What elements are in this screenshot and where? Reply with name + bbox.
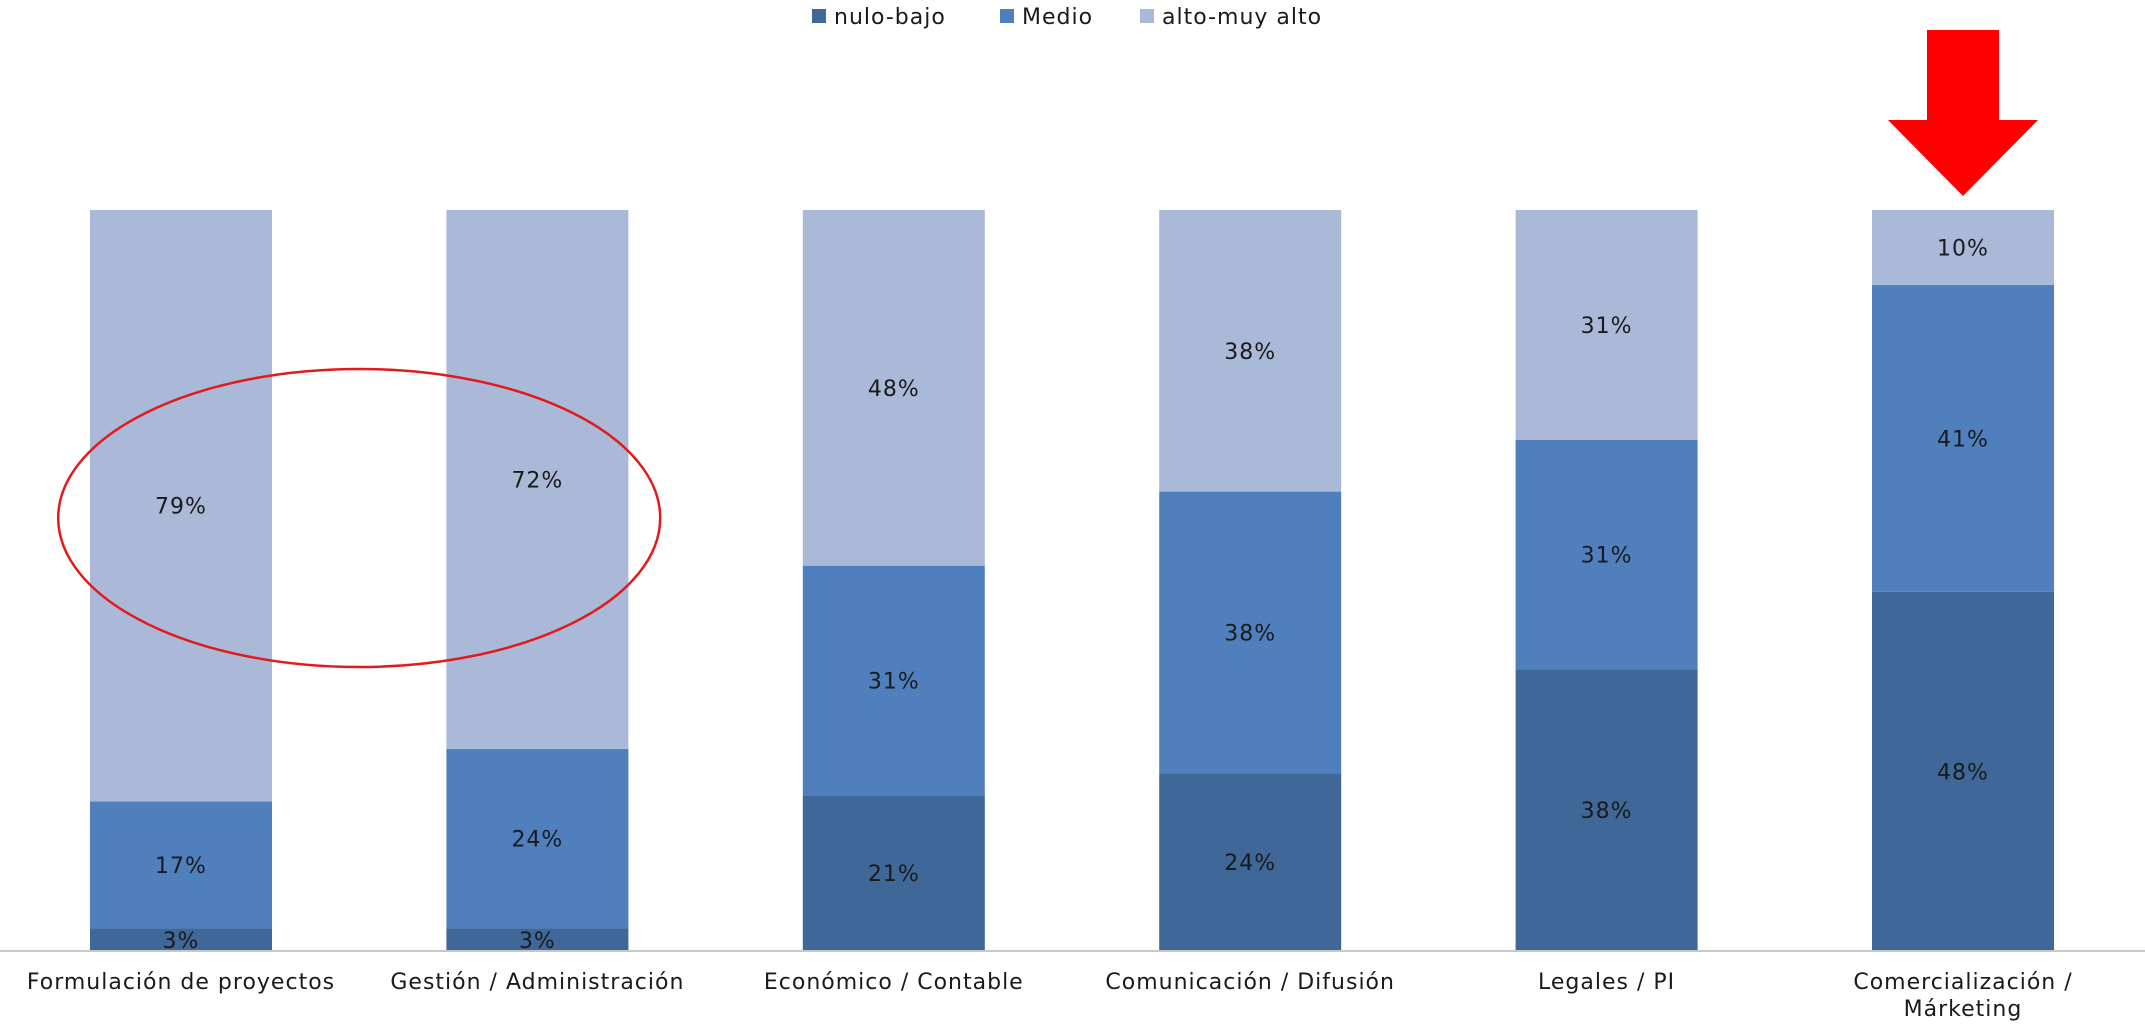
category-labels-layer: Formulación de proyectos Gestión / Admini… <box>27 970 2072 1022</box>
value-label-alto-muy-alto-formulacion-de-proyectos: 79% <box>155 495 207 520</box>
category-label-comercializacion-marketing: Comercialización / Márketing <box>1853 970 2072 1022</box>
bar-medio-comunicacion-difusion <box>1159 491 1342 774</box>
legend-label-medio: Medio <box>1022 5 1093 30</box>
value-label-alto-muy-alto-comercializacion-marketing: 10% <box>1937 236 1989 261</box>
bar-medio-comercializacion-marketing <box>1872 284 2054 592</box>
bar-medio-gestion-administracion <box>446 748 629 929</box>
value-label-medio-economico-contable: 31% <box>868 670 920 695</box>
value-label-medio-formulacion-de-proyectos: 17% <box>155 854 207 879</box>
value-label-nulo-bajo-comunicacion-difusion: 24% <box>1224 851 1276 876</box>
value-label-alto-muy-alto-economico-contable: 48% <box>868 377 920 402</box>
value-label-nulo-bajo-economico-contable: 21% <box>868 862 920 887</box>
legend-swatch-alto-muy-alto <box>1140 9 1154 23</box>
bar-alto-muy-alto-comunicacion-difusion <box>1159 210 1342 492</box>
bar-nulo-bajo-formulacion-de-proyectos <box>90 928 272 951</box>
value-label-alto-muy-alto-legales-pi: 31% <box>1581 314 1633 339</box>
value-label-nulo-bajo-comercializacion-marketing: 48% <box>1937 760 1989 785</box>
chart-legend: nulo-bajo Medio alto-muy alto <box>812 5 1322 30</box>
category-label-formulacion-de-proyectos: Formulación de proyectos <box>27 970 335 995</box>
bar-alto-muy-alto-legales-pi <box>1515 210 1698 440</box>
legend-swatch-medio <box>1000 9 1014 23</box>
bar-alto-muy-alto-gestion-administracion <box>446 210 629 749</box>
category-label-legales-pi: Legales / PI <box>1538 970 1675 995</box>
bar-medio-legales-pi <box>1515 439 1698 670</box>
legend-label-alto-muy-alto: alto-muy alto <box>1162 5 1322 30</box>
value-label-medio-comunicacion-difusion: 38% <box>1224 621 1276 646</box>
annotations-layer <box>56 30 2038 669</box>
value-labels-layer: 3% 17% 79% 3% 24% 72% 21% 31% 48% 24% 38% 38% 38% 31%… <box>155 236 1989 954</box>
bar-alto-muy-alto-economico-contable <box>802 210 985 566</box>
bars-layer <box>90 210 2054 951</box>
category-label-comunicacion-difusion: Comunicación / Difusión <box>1105 970 1395 995</box>
bar-medio-economico-contable <box>802 565 985 796</box>
category-label-gestion-administracion: Gestión / Administración <box>390 970 684 995</box>
legend-swatch-nulo-bajo <box>812 9 826 23</box>
bar-medio-formulacion-de-proyectos <box>90 801 272 929</box>
value-label-nulo-bajo-gestion-administracion: 3% <box>519 929 556 954</box>
bar-alto-muy-alto-formulacion-de-proyectos <box>90 210 272 802</box>
bar-alto-muy-alto-comercializacion-marketing <box>1872 210 2054 285</box>
value-label-nulo-bajo-legales-pi: 38% <box>1581 799 1633 824</box>
value-label-medio-comercializacion-marketing: 41% <box>1937 427 1989 452</box>
value-label-medio-gestion-administracion: 24% <box>511 828 563 853</box>
value-label-nulo-bajo-formulacion-de-proyectos: 3% <box>163 929 200 954</box>
value-label-alto-muy-alto-gestion-administracion: 72% <box>511 468 563 493</box>
value-label-medio-legales-pi: 31% <box>1581 544 1633 569</box>
bar-nulo-bajo-comercializacion-marketing <box>1872 591 2054 951</box>
bar-nulo-bajo-comunicacion-difusion <box>1159 773 1342 951</box>
value-label-alto-muy-alto-comunicacion-difusion: 38% <box>1224 340 1276 365</box>
category-label-economico-contable: Económico / Contable <box>764 970 1024 995</box>
bar-nulo-bajo-economico-contable <box>802 795 985 951</box>
bar-nulo-bajo-gestion-administracion <box>446 928 629 951</box>
legend-label-nulo-bajo: nulo-bajo <box>834 5 946 30</box>
highlight-ellipse <box>56 367 662 669</box>
highlight-arrow-down-icon <box>1888 30 2038 196</box>
bar-nulo-bajo-legales-pi <box>1515 669 1698 951</box>
